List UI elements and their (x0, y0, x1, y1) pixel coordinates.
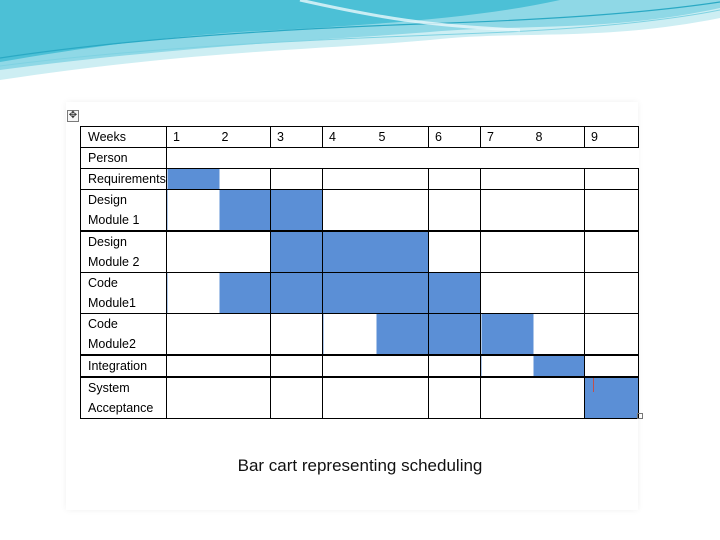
task-label-cell: System Acceptance (80, 376, 167, 419)
task-row: Code Module2 (80, 313, 639, 356)
task-label-cell: Code Module1 (80, 272, 167, 314)
schedule-bar (322, 230, 429, 273)
schedule-cell (166, 376, 271, 419)
task-name: Code (88, 276, 118, 290)
task-label-cell: Code Module2 (80, 313, 167, 356)
schedule-cell (166, 354, 271, 378)
task-name-continued: Module 1 (88, 213, 140, 227)
schedule-bar (428, 313, 481, 356)
person-label-cell: Person (80, 147, 167, 169)
week-number: 8 (535, 130, 543, 144)
schedule-cell (480, 189, 585, 232)
task-row: Requirements (80, 168, 639, 190)
task-row: Code Module1 (80, 272, 639, 314)
schedule-bar (322, 272, 429, 314)
weeks-header-cell: Weeks (80, 126, 167, 148)
header-row: Weeks 1 2 3 4 5 6 7 8 9 (80, 126, 639, 148)
task-row: Design Module 2 (80, 230, 639, 273)
task-name: Integration (88, 359, 148, 373)
schedule-bar (166, 272, 271, 314)
week-number: 1 (173, 130, 180, 144)
schedule-cell (270, 168, 323, 190)
schedule-bar (480, 354, 585, 378)
week-number: 5 (378, 130, 386, 144)
task-name: Requirements (88, 172, 166, 186)
schedule-cell (584, 313, 639, 356)
schedule-cell (480, 230, 585, 273)
schedule-cell (428, 376, 481, 419)
task-row: System Acceptance (80, 376, 639, 419)
schedule-cell (480, 168, 585, 190)
week-number: 4 (329, 130, 336, 144)
schedule-cell (584, 168, 639, 190)
task-label-cell: Design Module 1 (80, 189, 167, 232)
schedule-cell (322, 354, 429, 378)
header-wave-decoration (0, 0, 720, 80)
schedule-cell (166, 230, 271, 273)
figure-caption: Bar cart representing scheduling (237, 456, 483, 475)
schedule-cell (584, 230, 639, 273)
schedule-cell (166, 313, 271, 356)
schedule-cell (428, 168, 481, 190)
schedule-cell (480, 272, 585, 314)
schedule-bar (322, 313, 429, 356)
task-row: Design Module 1 (80, 189, 639, 232)
task-name-continued: Module1 (88, 296, 136, 310)
task-name: Design (88, 193, 127, 207)
schedule-cell (322, 189, 429, 232)
week-header-cell: 6 (428, 126, 481, 148)
person-empty-cell (166, 147, 639, 169)
task-label-cell: Integration (80, 354, 167, 378)
schedule-bar (166, 168, 271, 190)
move-arrows-icon[interactable]: ✥ (67, 110, 79, 122)
schedule-bar (270, 189, 323, 232)
schedule-bar (166, 189, 271, 232)
task-label-cell: Design Module 2 (80, 230, 167, 273)
schedule-cell (480, 376, 585, 419)
schedule-cell (428, 354, 481, 378)
task-name: Design (88, 235, 127, 249)
task-name-continued: Module2 (88, 337, 136, 351)
schedule-bar (270, 230, 323, 273)
week-header-cell: 3 (270, 126, 323, 148)
schedule-bar (270, 272, 323, 314)
task-name-continued: Acceptance (88, 401, 154, 415)
task-name: Code (88, 317, 118, 331)
schedule-bar (480, 313, 585, 356)
week-header-cell: 9 (584, 126, 639, 148)
schedule-bar (428, 272, 481, 314)
task-name: System (88, 381, 130, 395)
task-row: Integration (80, 354, 639, 378)
schedule-cell (270, 313, 323, 356)
schedule-cell (584, 189, 639, 232)
schedule-cell (584, 354, 639, 378)
week-number: 7 (487, 130, 494, 144)
person-row: Person (80, 147, 639, 169)
schedule-cell (322, 376, 429, 419)
week-number: 2 (221, 130, 229, 144)
gantt-table: Weeks 1 2 3 4 5 6 7 8 9 Person Requirements Design Mo… (80, 126, 639, 419)
schedule-cell (428, 189, 481, 232)
schedule-cell (428, 230, 481, 273)
schedule-cell (270, 376, 323, 419)
table-resize-handle[interactable] (637, 413, 643, 419)
task-name-continued: Module 2 (88, 255, 140, 269)
schedule-cell (322, 168, 429, 190)
text-cursor (593, 378, 594, 392)
schedule-cell (270, 354, 323, 378)
schedule-cell (584, 272, 639, 314)
task-label-cell: Requirements (80, 168, 167, 190)
